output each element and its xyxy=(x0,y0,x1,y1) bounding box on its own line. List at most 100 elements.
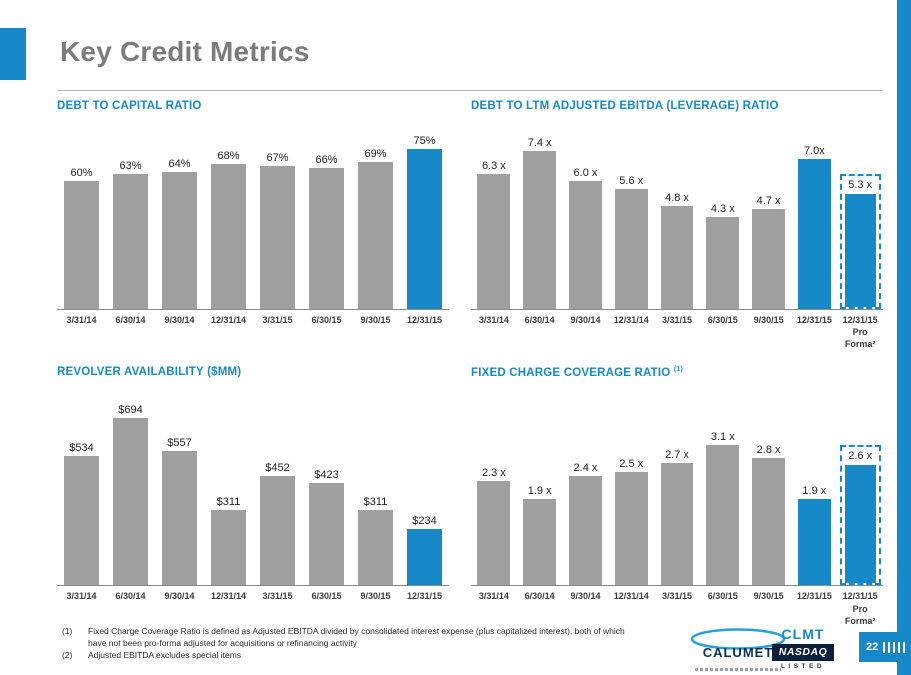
bar-value-label: $694 xyxy=(118,404,143,417)
bar-column: 4.7 x xyxy=(746,120,792,309)
page-title: Key Credit Metrics xyxy=(60,36,310,67)
x-axis-label: 9/30/14 xyxy=(570,315,601,325)
x-axis-label: 6/30/14 xyxy=(524,315,555,325)
bar-value-label: 6.0 x xyxy=(573,167,598,179)
plot-area: $534 $694 $557 $311 $452 $423 $311 $234 xyxy=(57,386,449,587)
x-axis-label: 3/31/15 xyxy=(662,591,693,602)
x-axis-label: 9/30/14 xyxy=(570,591,601,602)
bar xyxy=(112,174,149,309)
bar-value-label: 64% xyxy=(168,158,191,170)
x-axis-label: 12/31/15 Pro Forma² xyxy=(842,591,878,626)
bar xyxy=(161,172,198,309)
bar xyxy=(568,181,602,309)
charts-grid: DEBT TO CAPITAL RATIO 60% 63% 64% 68% 67% 66%… xyxy=(57,100,883,627)
bar xyxy=(259,476,296,586)
bar xyxy=(523,151,557,309)
calumet-wordmark: CALUMET xyxy=(703,645,774,660)
x-axis-label: 12/31/15 xyxy=(796,315,832,325)
bar xyxy=(259,166,296,309)
x-axis-label: 9/30/15 xyxy=(360,315,391,325)
bar-column: $534 xyxy=(57,386,106,586)
x-axis: 3/31/14 6/30/14 9/30/14 12/31/14 3/31/15 6/30… xyxy=(471,310,883,350)
bar-column: 60% xyxy=(57,120,106,309)
x-axis-label: 6/30/14 xyxy=(115,591,146,602)
x-axis-label: 9/30/15 xyxy=(360,591,391,602)
x-axis: 3/31/14 6/30/14 9/30/14 12/31/14 3/31/15 6/30… xyxy=(57,586,449,602)
bar-column: 6.3 x xyxy=(471,120,517,309)
highlight-bar xyxy=(406,149,443,309)
bar-column: 67% xyxy=(253,120,302,309)
x-axis-label: 6/30/15 xyxy=(707,315,738,325)
footnote-text: Adjusted EBITDA excludes special items xyxy=(88,649,242,660)
bar-value-label: $557 xyxy=(167,437,192,450)
header-accent-square xyxy=(0,28,26,80)
bar-value-label: 2.6 x xyxy=(848,450,873,463)
bar-value-label: 4.8 x xyxy=(665,192,689,204)
bar-column: $694 xyxy=(106,386,155,586)
bar xyxy=(210,510,247,586)
bar-value-label: 69% xyxy=(364,148,387,160)
right-accent-stripe xyxy=(897,0,911,675)
x-axis-label: 12/31/14 xyxy=(613,315,649,325)
bar-column: 66% xyxy=(302,120,351,309)
chart-title: DEBT TO LTM ADJUSTED EBITDA (LEVERAGE) R… xyxy=(471,100,779,112)
chart-debt-to-ebitda: DEBT TO LTM ADJUSTED EBITDA (LEVERAGE) R… xyxy=(471,100,883,350)
chart-title-text: FIXED CHARGE COVERAGE RATIO xyxy=(471,367,671,380)
bar-column: 4.3 x xyxy=(700,120,746,309)
plot-area: 60% 63% 64% 68% 67% 66% 69% 75% xyxy=(57,120,449,310)
bar-column: 7.4 x xyxy=(517,120,563,309)
bar xyxy=(63,181,100,309)
bar xyxy=(660,463,694,586)
bar-value-label: 7.0x xyxy=(803,145,825,157)
chart-title-footnote-ref: (1) xyxy=(673,366,683,374)
footnotes: (1) Fixed Charge Coverage Ratio is defin… xyxy=(62,626,633,662)
footnote-text: Fixed Charge Coverage Ratio is defined a… xyxy=(88,626,625,648)
bar-value-label: $311 xyxy=(363,496,388,509)
bar-column: 7.0x xyxy=(791,120,837,309)
bar-value-label: 66% xyxy=(315,154,338,166)
x-axis-label: 6/30/14 xyxy=(115,315,146,325)
x-axis-label: 12/31/15 Pro Forma² xyxy=(842,315,878,350)
bar-column: 4.8 x xyxy=(654,120,700,309)
x-axis-label: 3/31/15 xyxy=(662,315,693,325)
footnote-1: (1) Fixed Charge Coverage Ratio is defin… xyxy=(62,626,633,650)
x-axis-label: 3/31/15 xyxy=(262,591,293,602)
bar-column: 63% xyxy=(106,120,155,309)
x-axis: 3/31/14 6/30/14 9/30/14 12/31/14 3/31/15 6/30… xyxy=(57,310,449,326)
x-axis-label: 6/30/15 xyxy=(707,591,738,602)
bar xyxy=(308,483,345,586)
page-number-badge: 22 xyxy=(859,632,911,662)
ticker-symbol: CLMT xyxy=(781,626,825,642)
bar xyxy=(210,164,247,309)
x-axis-label: 9/30/15 xyxy=(753,591,784,602)
page-badge-bars-icon xyxy=(883,641,908,653)
bar-column: 64% xyxy=(155,120,204,309)
bar-column: 1.9 x xyxy=(791,386,837,586)
bar-value-label: $234 xyxy=(412,515,437,528)
bar-value-label: $311 xyxy=(216,496,241,509)
x-axis-label: 3/31/14 xyxy=(66,591,97,602)
bar xyxy=(752,209,786,309)
bar-column: 5.3 x xyxy=(837,120,883,309)
bar-value-label: 4.3 x xyxy=(710,203,735,215)
bar-column: 5.6 x xyxy=(608,120,654,309)
title-divider xyxy=(57,90,883,91)
bar-column: 2.4 x xyxy=(563,386,609,586)
bar xyxy=(357,510,394,586)
highlight-bar xyxy=(797,499,831,586)
bar xyxy=(614,189,648,309)
bar-column: $423 xyxy=(302,386,351,586)
bar-column: 2.3 x xyxy=(471,386,517,586)
highlight-bar xyxy=(406,529,443,586)
nasdaq-listed-label: LISTED xyxy=(780,663,826,670)
x-axis-label: 6/30/15 xyxy=(311,315,342,325)
chart-debt-to-capital: DEBT TO CAPITAL RATIO 60% 63% 64% 68% 67% 66%… xyxy=(57,100,449,350)
bar-value-label: $452 xyxy=(265,462,290,475)
proforma-bar xyxy=(844,465,876,584)
bar-value-label: 2.8 x xyxy=(756,444,781,457)
x-axis-label: 6/30/14 xyxy=(524,591,555,602)
x-axis-label: 6/30/15 xyxy=(311,591,342,602)
bar-column: 6.0 x xyxy=(563,120,609,309)
bar-value-label: 75% xyxy=(413,135,436,147)
bar-value-label: 2.4 x xyxy=(573,462,598,475)
